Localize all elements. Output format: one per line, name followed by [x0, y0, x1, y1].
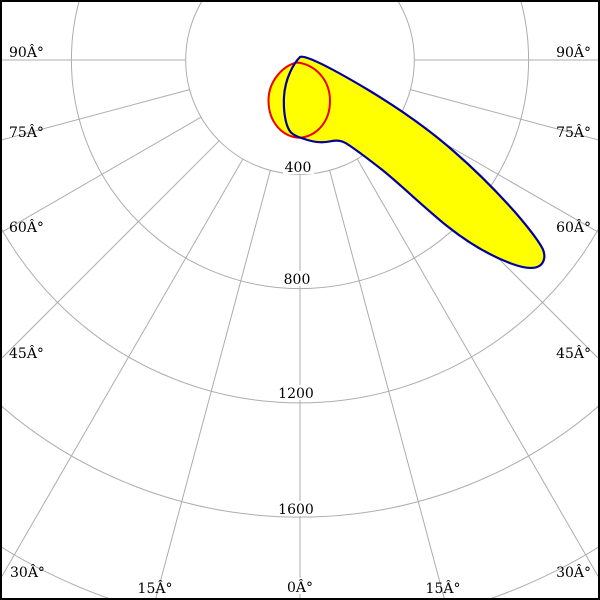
- angle-label-right-60: 60Â°: [556, 218, 591, 236]
- angle-label-right-45: 45Â°: [556, 344, 591, 362]
- angle-label-left-60: 60Â°: [9, 218, 44, 236]
- angle-label-left-30: 30Â°: [10, 563, 45, 581]
- angle-label-left-45: 45Â°: [9, 344, 44, 362]
- ring-label-1600: 1600: [278, 502, 314, 518]
- ring-label-800: 800: [284, 272, 311, 288]
- ring-label-bg-1600: [277, 501, 315, 516]
- ring-labels: 400 800 1200 1600: [277, 159, 315, 518]
- ring-label-400: 400: [285, 160, 312, 176]
- radial-left-15: [154, 170, 271, 600]
- intensity-curve-blue: [282, 55, 546, 269]
- radial-left-60: [0, 116, 202, 234]
- radial-right-60: [398, 116, 600, 234]
- angle-label-right-75: 75Â°: [556, 123, 591, 141]
- angle-labels: 90Â° 75Â° 60Â° 45Â° 30Â° 15Â° 0Â° 15Â° 3…: [9, 43, 591, 597]
- angle-label-bg-0: [287, 578, 313, 594]
- radial-right-75: [410, 89, 600, 141]
- angle-label-left-75: 75Â°: [9, 123, 44, 141]
- angle-label-bottom-0: 0Â°: [287, 578, 313, 596]
- radial-left-45: [0, 140, 220, 361]
- intensity-distribution: [267, 55, 546, 269]
- ring-label-bg-400: [283, 159, 314, 174]
- polar-grid-radials: [0, 59, 600, 600]
- angle-label-bottom-right-15: 15Â°: [426, 579, 461, 597]
- angle-label-right-90: 90Â°: [556, 43, 591, 61]
- radial-left-75: [0, 89, 190, 141]
- ring-label-1200: 1200: [278, 386, 314, 402]
- angle-label-left-90: 90Â°: [9, 43, 44, 61]
- radial-right-15: [329, 170, 446, 600]
- radial-left-30: [0, 158, 244, 581]
- ring-label-bg-800: [282, 271, 313, 286]
- angle-label-bottom-left-15: 15Â°: [138, 579, 173, 597]
- angle-label-right-30: 30Â°: [556, 563, 591, 581]
- radial-right-30: [356, 158, 600, 581]
- blue-lobe-fill: [283, 56, 545, 268]
- ring-label-bg-1200: [277, 385, 315, 400]
